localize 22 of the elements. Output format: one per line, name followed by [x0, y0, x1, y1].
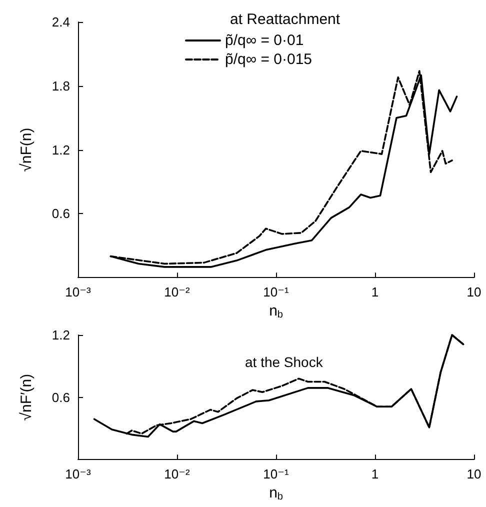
annotation: at the Shock [245, 354, 324, 370]
x-tick-label: 10⁻² [164, 284, 190, 300]
legend-title: at Reattachment [230, 11, 341, 28]
x-tick-label: 10⁻¹ [263, 284, 290, 300]
y-tick-label: 1.8 [52, 78, 70, 94]
y-axis-title: √nF(n) [18, 128, 35, 172]
y-tick-label: 0.6 [52, 206, 70, 222]
y-tick-label: 2.4 [52, 14, 70, 30]
y-tick-label: 1.2 [52, 328, 70, 342]
x-tick-label: 1 [371, 466, 379, 482]
y-tick-label: 0.6 [52, 390, 70, 405]
y-axis-title: √nF′(n) [18, 374, 35, 421]
legend-label: p̃/q∞ = 0·015 [225, 51, 312, 68]
x-tick-label: 10⁻¹ [263, 466, 290, 482]
x-tick-label: 10⁻³ [65, 284, 92, 300]
y-tick-label: 1.2 [52, 142, 70, 158]
x-tick-label: 10⁻² [164, 466, 190, 482]
x-tick-label: 10 [466, 466, 482, 482]
legend-label: p̃/q∞ = 0·01 [225, 32, 304, 49]
x-tick-label: 10⁻³ [65, 466, 92, 482]
x-tick-label: 1 [371, 284, 379, 300]
x-tick-label: 10 [466, 284, 482, 300]
